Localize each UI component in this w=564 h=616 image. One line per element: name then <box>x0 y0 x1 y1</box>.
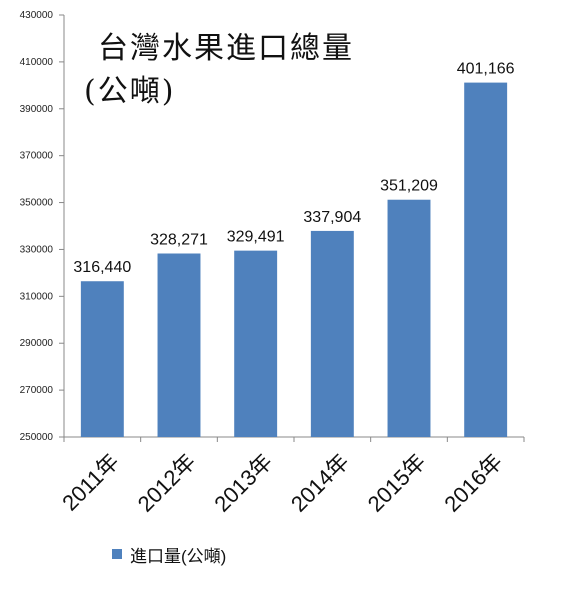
bar <box>80 281 124 437</box>
y-tick-label: 430000 <box>20 10 54 21</box>
legend: 進口量(公噸) <box>112 547 226 566</box>
category-label: 2014年 <box>286 449 354 517</box>
x-axis <box>63 436 525 442</box>
category-label: 2015年 <box>363 449 431 517</box>
y-tick-label: 290000 <box>20 338 54 349</box>
data-label: 351,209 <box>380 178 438 195</box>
bar <box>310 230 354 437</box>
data-label: 316,440 <box>73 259 131 276</box>
bar <box>234 250 278 437</box>
data-label: 328,271 <box>150 231 208 248</box>
y-tick-label: 270000 <box>20 385 54 396</box>
category-label: 2013年 <box>209 449 277 517</box>
chart-title-group: 台灣水果進口總量 (公噸) <box>84 31 354 109</box>
bar <box>157 253 201 437</box>
category-label: 2016年 <box>439 449 507 517</box>
bar <box>387 199 431 437</box>
y-tick-label: 330000 <box>20 244 54 255</box>
data-label: 329,491 <box>227 229 285 246</box>
data-label: 401,166 <box>457 61 515 78</box>
category-labels: 2011年 2012年 2013年 2014年 2015年 2016年 <box>57 449 507 517</box>
category-label: 2012年 <box>133 449 201 517</box>
chart-subtitle: (公噸) <box>84 74 175 109</box>
y-tick-label: 310000 <box>20 291 54 302</box>
y-tick-label: 390000 <box>20 104 54 115</box>
data-labels: 316,440 328,271 329,491 337,904 351,209 401,1… <box>73 61 514 277</box>
category-label: 2011年 <box>57 449 124 516</box>
bar <box>464 82 508 438</box>
y-tick-label: 350000 <box>20 198 54 209</box>
chart-title: 台灣水果進口總量 <box>98 31 354 66</box>
y-tick-label: 370000 <box>20 151 54 162</box>
legend-label: 進口量(公噸) <box>130 547 226 566</box>
legend-swatch <box>112 549 122 559</box>
bar-series <box>80 82 508 438</box>
y-axis: 250000 270000 290000 310000 330000 350000 3700… <box>20 10 65 443</box>
y-tick-label: 250000 <box>20 432 54 443</box>
y-tick-label: 410000 <box>20 57 54 68</box>
data-label: 337,904 <box>303 209 361 226</box>
